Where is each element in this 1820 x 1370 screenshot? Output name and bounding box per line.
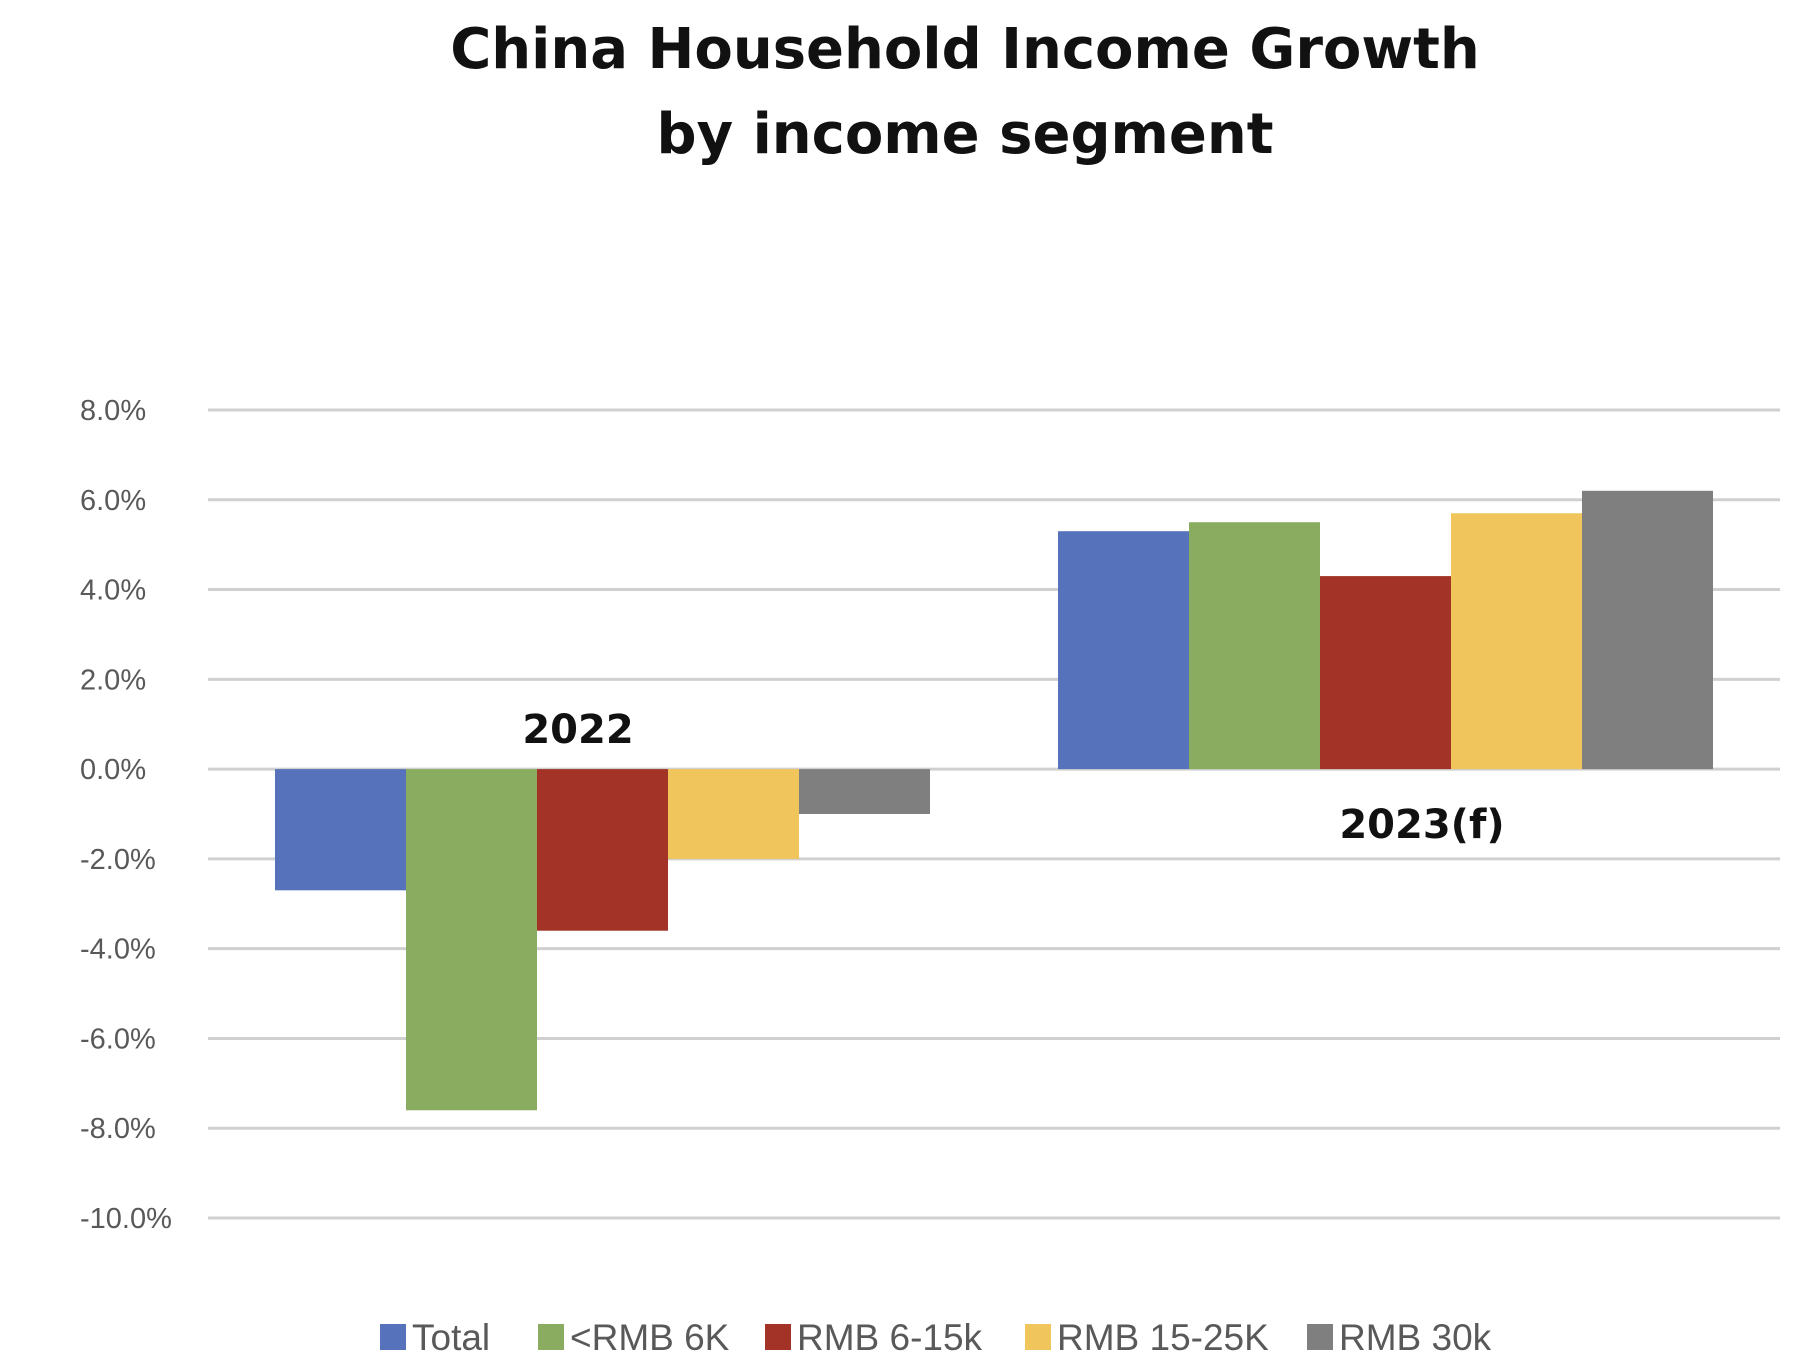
legend-label: <RMB 6K — [570, 1317, 730, 1358]
chart-subtitle-text: by income segment — [656, 102, 1273, 167]
bar — [537, 769, 668, 931]
bar — [668, 769, 799, 859]
bar — [406, 769, 537, 1111]
category-labels: 2022 2023(f) — [522, 707, 1504, 848]
legend-swatch — [538, 1324, 564, 1350]
y-tick-label: 8.0% — [80, 395, 146, 427]
y-tick-label: -2.0% — [80, 844, 156, 876]
legend-item: Total — [380, 1317, 490, 1358]
y-tick-label: -4.0% — [80, 934, 156, 966]
legend-label: RMB 30k — [1339, 1317, 1492, 1358]
legend-swatch — [765, 1324, 791, 1350]
bar — [1320, 576, 1451, 770]
legend-swatch — [1307, 1324, 1333, 1350]
bar — [1058, 531, 1189, 770]
bar — [1189, 522, 1320, 770]
y-tick-label: 4.0% — [80, 575, 146, 607]
bars — [275, 490, 1713, 1111]
legend-item: RMB 15-25K — [1025, 1317, 1269, 1358]
y-tick-label: 2.0% — [80, 664, 146, 696]
y-tick-label: -10.0% — [80, 1203, 172, 1235]
legend: Total <RMB 6K RMB 6-15k RMB 15-25K RMB 30k — [380, 1317, 1492, 1358]
legend-swatch — [1025, 1324, 1051, 1350]
category-label: 2023(f) — [1339, 802, 1504, 848]
legend-item: <RMB 6K — [538, 1317, 730, 1358]
y-tick-label: -8.0% — [80, 1113, 156, 1145]
legend-label: RMB 6-15k — [797, 1317, 983, 1358]
legend-swatch — [380, 1324, 406, 1350]
y-tick-label: 6.0% — [80, 485, 146, 517]
y-axis-tick-labels: 8.0% 6.0% 4.0% 2.0% 0.0% -2.0% -4.0% -6.0% -8.0%… — [80, 395, 172, 1235]
category-label: 2022 — [522, 707, 633, 753]
y-tick-label: 0.0% — [80, 754, 146, 786]
bar — [1582, 490, 1713, 770]
bar — [1451, 513, 1582, 770]
y-tick-label: -6.0% — [80, 1023, 156, 1055]
legend-item: RMB 6-15k — [765, 1317, 983, 1358]
legend-label: RMB 15-25K — [1057, 1317, 1269, 1358]
legend-item: RMB 30k — [1307, 1317, 1492, 1358]
legend-label: Total — [412, 1317, 490, 1358]
chart-title-text: China Household Income Growth — [450, 17, 1480, 82]
bar — [275, 769, 406, 891]
bar — [799, 769, 930, 814]
chart-title: China Household Income Growth by income … — [450, 17, 1480, 167]
